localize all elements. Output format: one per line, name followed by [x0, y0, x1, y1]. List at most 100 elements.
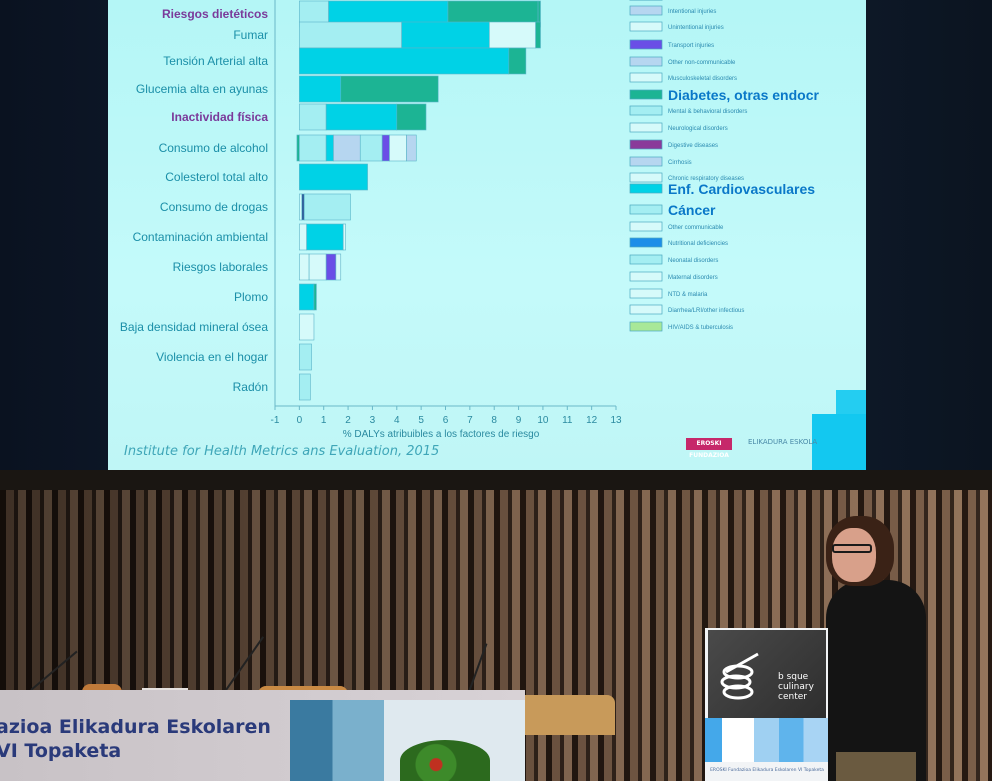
category-label: Plomo: [234, 290, 268, 304]
legend-swatch: [629, 271, 663, 282]
legend-swatch: [629, 183, 663, 194]
bar-segment: [325, 253, 337, 281]
bar-segment: [396, 103, 427, 131]
legend-label: Chronic respiratory diseases: [668, 176, 744, 182]
legend-label: Digestive diseases: [668, 143, 718, 149]
bar-segment: [389, 134, 407, 162]
bar-segment: [299, 253, 310, 281]
bar-segment: [406, 134, 417, 162]
legend-label: Unintentional injuries: [668, 25, 724, 31]
legend-swatch: [629, 105, 663, 116]
x-tick-label: 13: [610, 415, 622, 426]
category-label: Glucemia alta en ayunas: [136, 82, 268, 96]
legend-swatch: [629, 56, 663, 67]
x-tick-label: 0: [297, 415, 303, 426]
category-label: Baja densidad mineral ósea: [120, 320, 268, 334]
legend-swatch: [629, 72, 663, 83]
x-tick-label: 1: [321, 415, 327, 426]
bar-segment: [303, 193, 351, 221]
bar-segment: [299, 21, 402, 49]
logo-line: culinary: [778, 682, 814, 692]
bar-segment: [299, 223, 307, 251]
x-tick-label: 10: [537, 415, 549, 426]
legend-label: Other communicable: [668, 225, 724, 231]
bar-segment: [299, 134, 327, 162]
legend-label: Diabetes, otras endocr: [668, 87, 819, 103]
legend-swatch: [629, 139, 663, 150]
bar-segment: [306, 223, 344, 251]
legend-swatch: [629, 5, 663, 16]
category-label: Consumo de drogas: [160, 200, 268, 214]
bar-segment: [359, 134, 383, 162]
legend-label: Enf. Cardiovasculares: [668, 181, 815, 197]
x-tick-label: 6: [443, 415, 449, 426]
chair: [82, 684, 122, 694]
legend-label: Diarrhea/LRI/other infectious: [668, 308, 744, 314]
bar-segment: [381, 134, 390, 162]
glasses: [832, 544, 872, 553]
legend-label: Cirrhosis: [668, 160, 692, 166]
category-label: Radón: [233, 380, 268, 394]
speaker: [826, 580, 926, 781]
x-tick-label: 3: [370, 415, 376, 426]
x-tick-label: 11: [562, 415, 573, 426]
bar-segment: [313, 283, 317, 311]
bar-segment: [333, 134, 361, 162]
bar-segment: [342, 223, 346, 251]
category-label: Tensión Arterial alta: [163, 54, 268, 68]
podium-caption: EROSKI Fundazioa Elikadura Eskolaren VI …: [710, 768, 824, 773]
bar-segment: [296, 134, 300, 162]
legend-label: Cáncer: [668, 202, 716, 218]
logo-line: b sque: [778, 672, 809, 682]
basque-culinary-center-logo-icon: [720, 652, 759, 700]
chair: [515, 695, 615, 735]
legend-label: HIV/AIDS & tuberculosis: [668, 325, 733, 331]
bar-segment: [299, 313, 315, 341]
legend-label: Other non-communicable: [668, 60, 736, 66]
bar-segment: [299, 103, 327, 131]
category-label: Riesgos laborales: [173, 260, 268, 274]
bar-segment: [299, 283, 315, 311]
slide-corner-decoration: [836, 390, 866, 416]
x-tick-label: 2: [345, 415, 351, 426]
legend-swatch: [629, 237, 663, 248]
banner-title-line1: azioa Elikadura Eskolaren: [0, 716, 271, 738]
bar-segment: [299, 193, 303, 221]
legend-swatch: [629, 172, 663, 183]
category-label: Inactividad física: [171, 110, 268, 124]
bar-segment: [508, 47, 527, 75]
bar-segment: [340, 75, 439, 103]
category-label: Violencia en el hogar: [156, 350, 268, 364]
legend-swatch: [629, 89, 663, 100]
x-tick-label: 8: [491, 415, 497, 426]
bar-segment: [308, 253, 327, 281]
legend-label: Nutritional deficiencies: [668, 241, 728, 247]
x-tick-label: 5: [418, 415, 424, 426]
legend-swatch: [629, 321, 663, 332]
x-tick-label: 12: [586, 415, 598, 426]
slide-credit: Institute for Health Metrics ans Evaluat…: [124, 444, 440, 459]
legend-label: Neonatal disorders: [668, 258, 718, 264]
projection-screen: [108, 0, 866, 470]
podium-graphic: [705, 718, 828, 762]
bar-segment: [325, 134, 334, 162]
legend-swatch: [629, 122, 663, 133]
banner-title-line2: VI Topaketa: [0, 740, 122, 762]
bar-segment: [299, 343, 312, 371]
legend-swatch: [629, 254, 663, 265]
bar-segment: [489, 21, 536, 49]
risk-factor-chart: Riesgos dietéticos Fumar Tensión Arterial …: [120, 0, 819, 440]
bar-segment: [299, 373, 311, 401]
x-tick-label: 4: [394, 415, 400, 426]
speaker-pants: [836, 752, 916, 781]
legend-label: Neurological disorders: [668, 126, 728, 132]
category-label: Fumar: [233, 28, 268, 42]
legend-label: NTD & malaria: [668, 292, 708, 298]
legend-label: Maternal disorders: [668, 275, 718, 281]
bar-segment: [299, 163, 368, 191]
legend-swatch: [629, 288, 663, 299]
podium-logo-text: b sque culinary center: [778, 672, 814, 702]
bar-segment: [335, 253, 342, 281]
legend-swatch: [629, 21, 663, 32]
salad-image: [400, 740, 490, 781]
